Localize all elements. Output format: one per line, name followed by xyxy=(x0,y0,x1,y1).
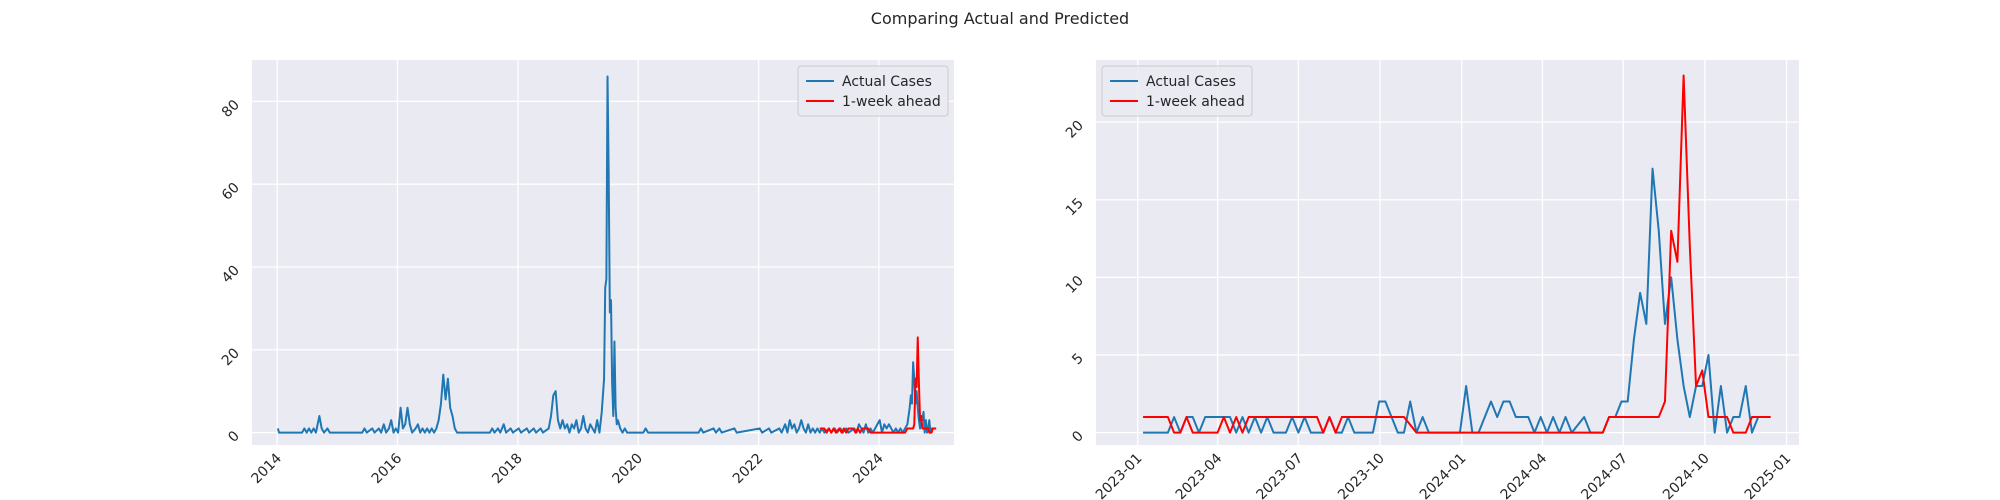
y-tick-label: 0 xyxy=(225,428,243,446)
y-tick-label: 0 xyxy=(1069,428,1087,446)
series-line-actual-cases xyxy=(276,75,933,434)
y-tick-label: 20 xyxy=(1063,118,1087,142)
x-tick-label: 2023-10 xyxy=(1335,451,1388,500)
series-line-one-week-ahead xyxy=(1143,74,1771,434)
x-tick-label: 2022 xyxy=(730,451,767,488)
legend-box xyxy=(1101,65,1253,117)
x-tick-label: 2023-07 xyxy=(1254,451,1307,500)
x-tick-label: 2024 xyxy=(850,450,887,487)
x-tick-label: 2016 xyxy=(369,450,406,487)
x-tick-label: 2025-01 xyxy=(1742,451,1795,500)
chart-left: 2014 2016 2018 2020 2022 2024 0 20 40 60 80 Actual … xyxy=(219,60,954,487)
series-line-one-week-ahead xyxy=(819,336,937,434)
x-tick-label: 2024-04 xyxy=(1498,450,1551,500)
plot-area xyxy=(1096,60,1799,445)
legend: Actual Cases 1-week ahead xyxy=(797,65,949,117)
y-tick-label: 60 xyxy=(219,180,243,204)
x-tick-label: 2023-04 xyxy=(1173,450,1226,500)
x-tick-label: 2020 xyxy=(609,451,646,488)
series-line-actual-cases xyxy=(1143,167,1771,434)
x-tick-label: 2018 xyxy=(489,451,526,488)
y-tick-label: 5 xyxy=(1069,350,1087,368)
legend-entry: Actual Cases xyxy=(842,74,932,90)
y-tick-label: 10 xyxy=(1063,273,1087,297)
x-tick-label: 2024-10 xyxy=(1660,451,1713,500)
y-tick-label: 15 xyxy=(1063,195,1087,219)
legend: Actual Cases 1-week ahead xyxy=(1101,65,1253,117)
x-tick-label: 2024-07 xyxy=(1578,451,1631,500)
x-tick-label: 2014 xyxy=(249,450,286,487)
legend-entry: Actual Cases xyxy=(1146,74,1236,90)
legend-box xyxy=(797,65,949,117)
figure-title: Comparing Actual and Predicted xyxy=(871,9,1129,28)
x-tick-label: 2024-01 xyxy=(1417,451,1470,500)
y-tick-label: 40 xyxy=(219,263,243,287)
chart-right: 2023-01 2023-04 2023-07 2023-10 2024-01 2024-… xyxy=(1063,60,1799,500)
legend-entry: 1-week ahead xyxy=(842,94,941,110)
y-tick-label: 20 xyxy=(219,345,243,369)
legend-entry: 1-week ahead xyxy=(1146,94,1245,110)
y-tick-label: 80 xyxy=(219,97,243,121)
x-tick-label: 2023-01 xyxy=(1093,451,1146,500)
